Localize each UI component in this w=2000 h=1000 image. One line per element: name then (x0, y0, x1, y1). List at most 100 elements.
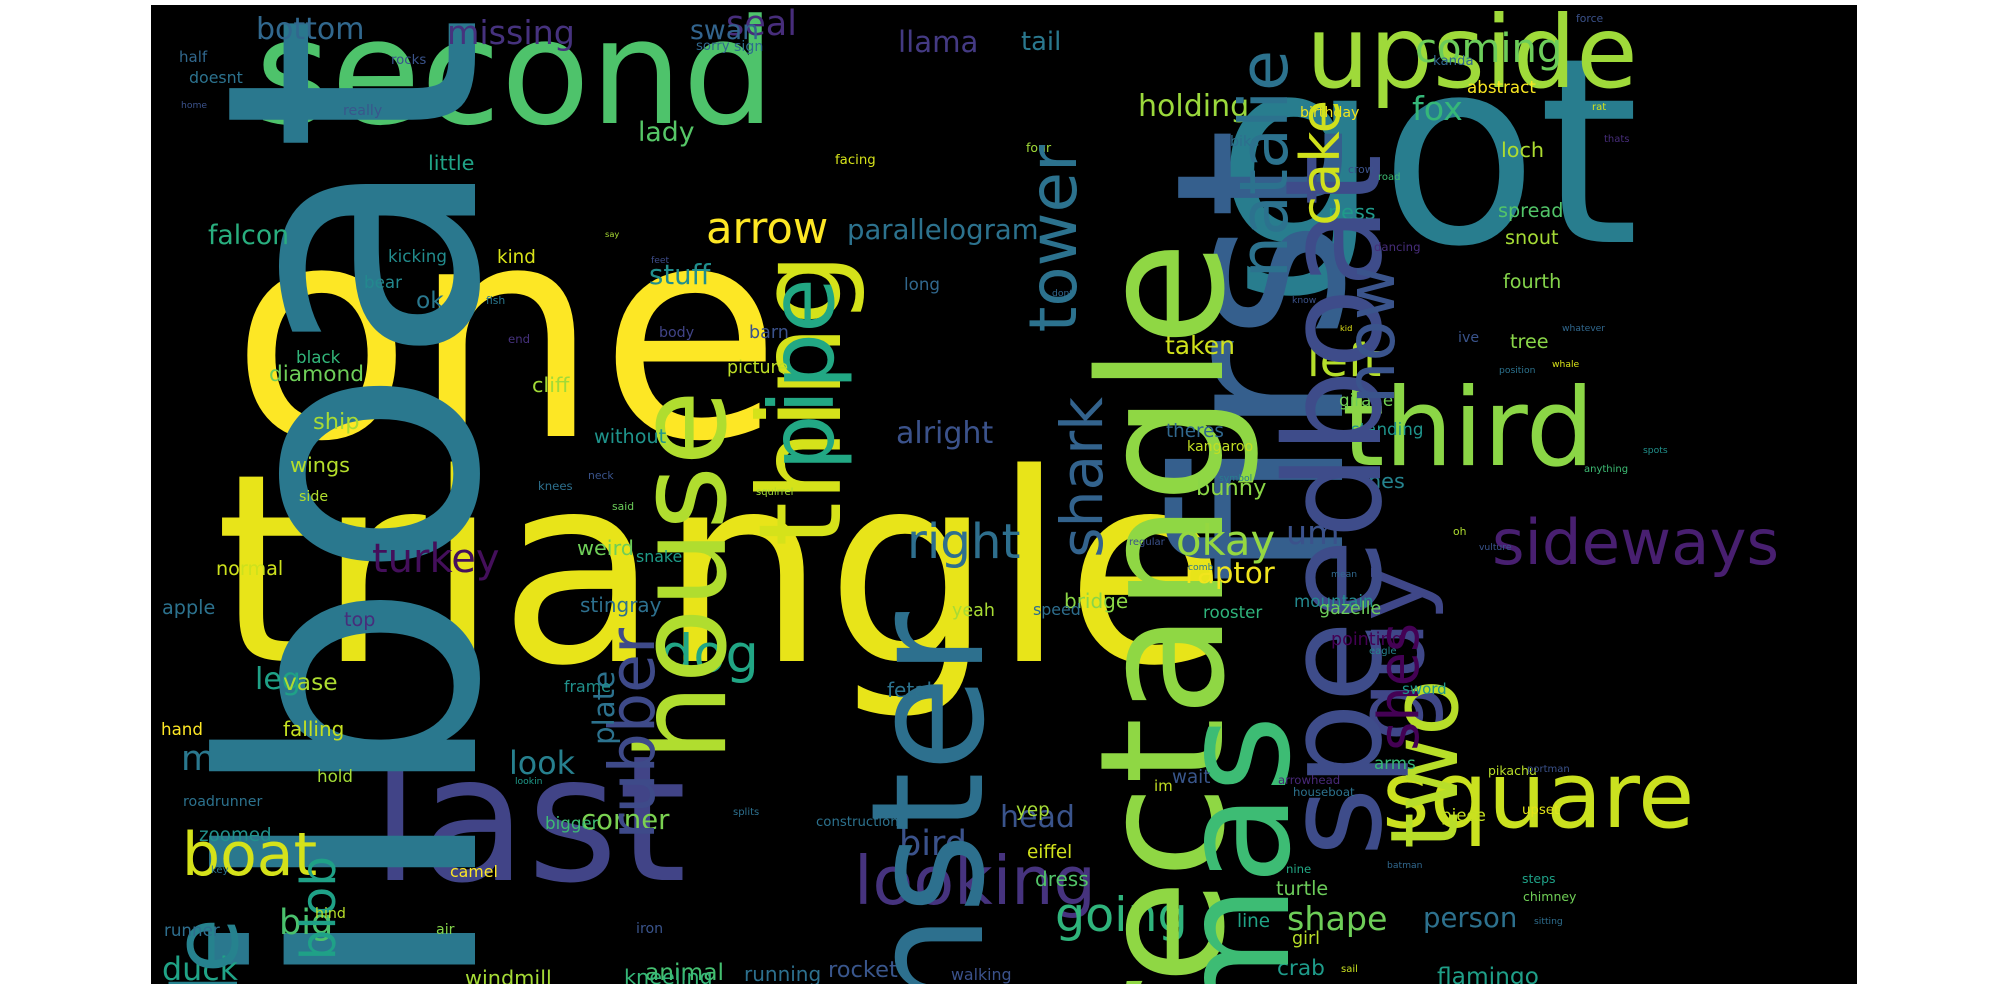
cloud-word-speed: speed (1033, 599, 1081, 619)
cloud-word-air: air (436, 921, 455, 938)
cloud-word-stuff: stuff (649, 258, 711, 291)
cloud-word-home: home (181, 100, 208, 112)
cloud-word-kind: kind (497, 246, 536, 268)
cloud-word-shape: shape (1287, 899, 1388, 939)
cloud-word-portman: portman (1527, 764, 1570, 776)
cloud-word-bigger: bigger (545, 812, 599, 833)
cloud-word-pointing: pointing (1331, 629, 1403, 650)
cloud-word-vulture: vulture (1479, 542, 1512, 554)
cloud-word-man: man (181, 739, 259, 780)
cloud-word-construction: construction (816, 814, 899, 830)
cloud-word-animal: animal (645, 959, 724, 984)
cloud-word-dancing: dancing (1374, 240, 1421, 255)
cloud-word-comb: comb (1188, 562, 1214, 574)
cloud-word-okay: okay (1176, 515, 1276, 565)
cloud-word-kid: kid (1340, 323, 1353, 334)
cloud-word-mean: mean (1331, 569, 1358, 581)
cloud-word-turkey: turkey (372, 535, 500, 582)
cloud-word-steps: steps (1522, 871, 1556, 886)
cloud-word-wings: wings (290, 453, 351, 478)
cloud-word-eiffel: eiffel (1027, 841, 1073, 863)
cloud-word-feet: feet (651, 255, 670, 267)
cloud-word-cake: cake (1289, 100, 1352, 226)
cloud-word-holding: holding (1138, 88, 1250, 124)
cloud-word-kicking: kicking (388, 245, 447, 266)
cloud-word-abstract: abstract (1467, 76, 1536, 97)
cloud-word-picture: picture (727, 357, 789, 378)
cloud-word-dog: dog (660, 623, 759, 685)
cloud-word-runner: runner (164, 919, 220, 940)
cloud-word-ok: ok (416, 287, 444, 315)
cloud-word-really: really (343, 102, 383, 119)
cloud-word-bridge: bridge (1064, 589, 1129, 614)
cloud-word-bear: bear (364, 271, 402, 292)
cloud-word-hes: hes (1368, 469, 1405, 494)
cloud-word-big: big (279, 903, 334, 944)
cloud-word-christmas: christmas (1150, 715, 1324, 984)
cloud-word-black: black (296, 346, 341, 367)
cloud-word-line: line (1237, 910, 1270, 932)
cloud-word-barn: barn (749, 322, 789, 343)
cloud-word-crow: crow (1348, 163, 1374, 177)
cloud-word-missing: missing (447, 13, 575, 53)
cloud-word-flamingo: flamingo (1437, 963, 1539, 984)
cloud-word-apple: apple (162, 595, 216, 619)
cloud-word-anything: anything (1584, 464, 1629, 476)
cloud-word-regular: regular (1129, 537, 1165, 549)
cloud-word-know: know (1292, 295, 1317, 307)
cloud-word-ive: ive (1458, 329, 1480, 346)
cloud-word-sitting: sitting (1534, 916, 1563, 928)
cloud-word-third: third (1342, 364, 1595, 492)
cloud-word-neck: neck (588, 469, 614, 483)
cloud-word-taken: taken (1165, 331, 1235, 360)
cloud-word-thats: thats (1604, 134, 1630, 146)
cloud-word-going: going (1055, 888, 1188, 944)
cloud-word-sorry: sorry (696, 38, 730, 54)
cloud-word-houseboat: houseboat (1293, 785, 1355, 800)
cloud-word-sail: sail (1341, 964, 1358, 976)
cloud-word-piece: piece (1441, 804, 1486, 825)
cloud-word-look: look (509, 745, 575, 782)
cloud-word-symbol: symbol (1219, 473, 1253, 485)
cloud-word-facing: facing (835, 152, 876, 168)
cloud-word-bottom: bottom (256, 11, 365, 47)
cloud-word-yep: yep (1016, 799, 1050, 821)
cloud-word-square: square (1382, 741, 1695, 849)
cloud-word-second: second (255, 5, 775, 159)
cloud-word-falling: falling (283, 717, 345, 742)
cloud-word-sideways: sideways (1492, 506, 1780, 579)
cloud-word-last: last (371, 719, 687, 922)
cloud-word-hold: hold (317, 765, 354, 786)
cloud-word-tail: tail (1021, 26, 1062, 57)
cloud-word-birthday: birthday (1300, 104, 1360, 121)
cloud-word-snake: snake (636, 546, 683, 566)
cloud-word-windmill: windmill (465, 966, 552, 984)
cloud-word-llama: llama (898, 24, 979, 59)
cloud-word-kanda: kanda (1433, 53, 1474, 69)
cloud-word-sign: sign (734, 38, 764, 55)
cloud-word-yeah: yeah (952, 600, 995, 621)
cloud-word-doesnt: doesnt (189, 67, 243, 87)
cloud-word-sword: sword (1402, 679, 1447, 698)
cloud-word-arrow: arrow (706, 203, 829, 254)
cloud-word-splits: splits (733, 807, 760, 819)
cloud-word-spread: spread (1498, 198, 1564, 222)
cloud-word-end: end (508, 332, 531, 347)
cloud-word-giraffe: giraffe (1339, 389, 1394, 410)
cloud-word-raptor: raptor (1185, 555, 1275, 590)
cloud-word-lady: lady (638, 116, 695, 148)
cloud-word-turtle: turtle (1276, 876, 1329, 900)
cloud-word-position: position (1499, 365, 1536, 377)
cloud-word-squirrel: squirrel (756, 487, 794, 499)
cloud-word-boat: boat (182, 820, 318, 891)
cloud-word-cliff: cliff (532, 373, 570, 398)
cloud-word-fox: fox (1412, 89, 1463, 129)
cloud-word-right: right (907, 514, 1021, 571)
cloud-word-long: long (904, 273, 941, 294)
cloud-word-eagle: eagle (1369, 646, 1397, 658)
cloud-word-top: top (344, 607, 376, 631)
cloud-word-key: key (211, 865, 229, 877)
word-cloud: one triangle got second last upside third squar… (151, 5, 1857, 984)
cloud-word-girl: girl (1292, 928, 1321, 949)
cloud-word-running: running (744, 962, 822, 984)
